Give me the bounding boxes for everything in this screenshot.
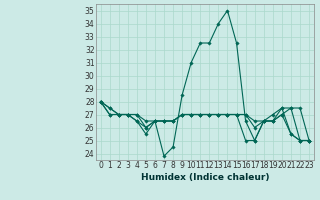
X-axis label: Humidex (Indice chaleur): Humidex (Indice chaleur) <box>140 173 269 182</box>
